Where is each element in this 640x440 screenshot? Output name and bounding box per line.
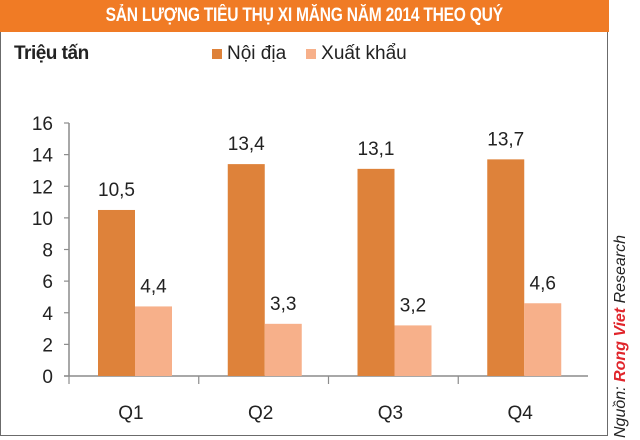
y-tick-label: 0	[42, 367, 53, 388]
y-tick-label: 14	[32, 146, 54, 167]
bar-value-label: 4,6	[530, 273, 556, 294]
bar-domestic	[357, 168, 395, 376]
bar-value-label: 3,2	[400, 295, 426, 316]
y-tick-label: 8	[42, 241, 53, 262]
bar-value-label: 13,7	[487, 129, 524, 150]
y-tick-label: 4	[42, 304, 53, 325]
y-tick-label: 10	[32, 209, 53, 230]
bar-value-label: 3,3	[270, 294, 296, 315]
bar-domestic	[98, 209, 135, 376]
bar-export	[394, 325, 432, 376]
x-category-label: Q3	[378, 403, 403, 424]
bar-domestic	[227, 164, 265, 376]
legend-item-domestic: Nội địa	[212, 43, 286, 65]
bar-export	[135, 306, 172, 376]
x-category-label: Q1	[118, 403, 143, 424]
bar-export	[264, 323, 302, 376]
x-axis: Q1 Q2 Q3 Q4	[64, 375, 588, 424]
x-category-label: Q4	[507, 403, 533, 424]
chart-frame	[0, 0, 608, 436]
legend-swatch-domestic	[212, 49, 222, 59]
legend-swatch-export	[306, 49, 317, 59]
chart-title: SẢN LƯỢNG TIÊU THỤ XI MĂNG NĂM 2014 THEO…	[105, 5, 504, 26]
legend-item-export: Xuất khẩu	[306, 43, 407, 65]
y-tick-label: 12	[32, 177, 53, 198]
y-tick-label: 2	[42, 335, 53, 356]
legend-label-export: Xuất khẩu	[321, 43, 407, 64]
bar-value-label: 13,1	[358, 139, 395, 160]
bar-value-label: 10,5	[98, 180, 135, 201]
source-prefix: Nguồn:	[612, 381, 629, 438]
y-axis: 0 2 4 6 8 10 12 14 16	[32, 114, 70, 388]
bar-value-label: 4,4	[140, 276, 167, 297]
bar-value-label: 13,4	[228, 134, 265, 155]
chart-title-bar: SẢN LƯỢNG TIÊU THỤ XI MĂNG NĂM 2014 THEO…	[0, 0, 609, 32]
source-suffix: Research	[612, 234, 629, 308]
y-tick-label: 16	[32, 114, 53, 135]
bar-export	[524, 303, 562, 376]
source-credit: Nguồn: Rong Viet Research	[612, 235, 630, 438]
y-tick-label: 6	[42, 272, 53, 293]
source-brand: Rong Viet	[612, 307, 629, 382]
legend-label-domestic: Nội địa	[227, 43, 287, 64]
y-axis-unit-label: Triệu tấn	[14, 43, 89, 64]
x-category-label: Q2	[248, 403, 273, 424]
legend: Nội địa Xuất khẩu	[212, 43, 427, 65]
bars	[98, 159, 562, 376]
bar-domestic	[487, 159, 525, 376]
value-labels: 10,5 4,4 13,4 3,3 13,1 3,2 13,7 4,6	[98, 129, 556, 316]
